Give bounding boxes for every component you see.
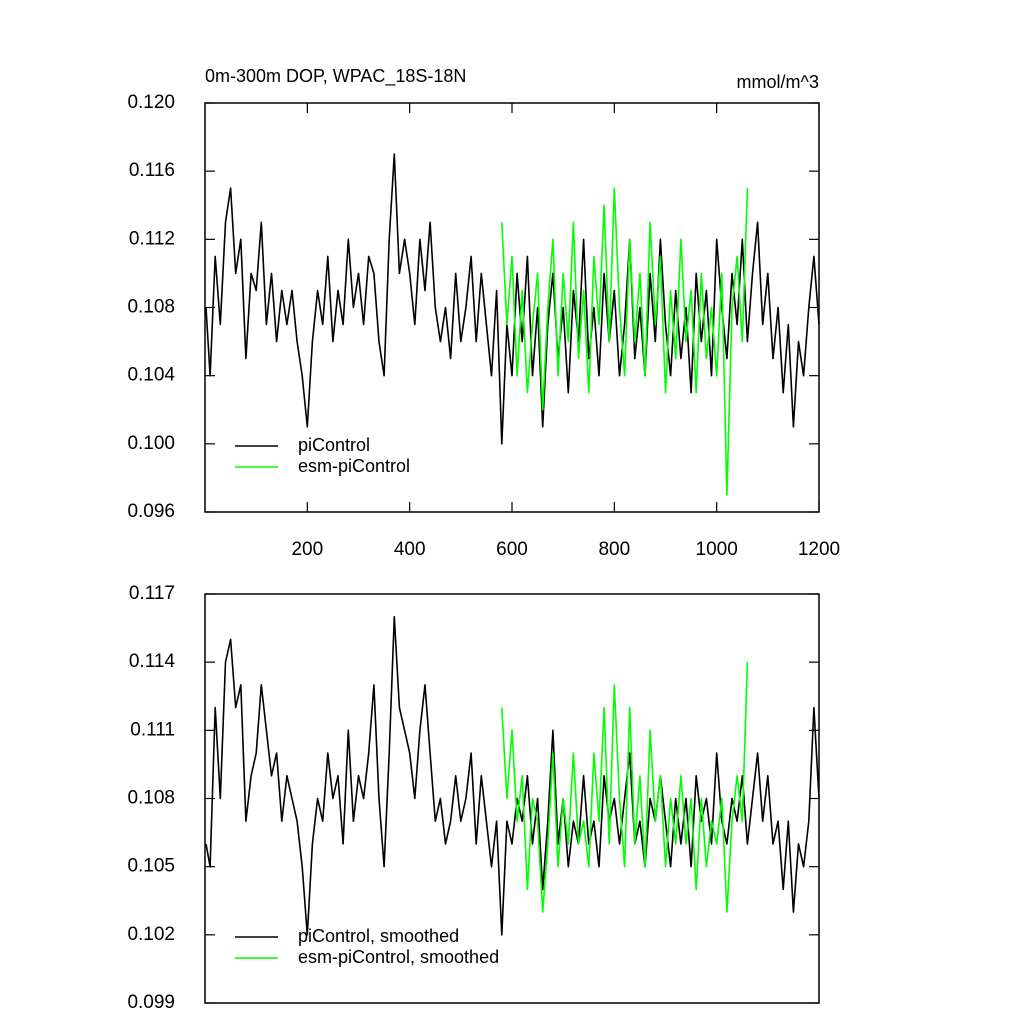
x-tick-label: 200 — [291, 539, 323, 560]
series-line — [205, 615, 820, 936]
y-tick-label: 0.117 — [129, 583, 175, 604]
y-tick-label: 0.099 — [127, 992, 175, 1013]
y-tick-label: 0.108 — [127, 788, 175, 809]
series-line — [501, 187, 749, 496]
y-tick-label: 0.104 — [127, 365, 175, 386]
units-label: mmol/m^3 — [737, 72, 819, 92]
y-tick-label: 0.120 — [127, 92, 175, 113]
legend-label: piControl — [298, 435, 370, 455]
x-tick-label: 800 — [598, 539, 630, 560]
y-tick-label: 0.111 — [130, 719, 175, 740]
legend-label: esm-piControl, smoothed — [298, 947, 499, 967]
x-tick-label: 1000 — [696, 539, 738, 560]
y-tick-label: 0.096 — [127, 501, 175, 522]
y-tick-label: 0.114 — [129, 651, 176, 672]
y-tick-label: 0.108 — [127, 297, 175, 318]
y-tick-label: 0.116 — [129, 160, 175, 181]
legend-label: piControl, smoothed — [298, 926, 459, 946]
series-line — [205, 153, 820, 445]
x-tick-label: 1200 — [798, 539, 840, 560]
y-tick-label: 0.100 — [127, 433, 175, 454]
y-tick-label: 0.112 — [129, 228, 175, 249]
y-tick-label: 0.102 — [127, 924, 175, 945]
legend-label: esm-piControl — [298, 456, 410, 476]
y-tick-label: 0.105 — [127, 856, 175, 877]
chart-title: 0m-300m DOP, WPAC_18S-18N — [205, 66, 466, 87]
x-tick-label: 400 — [394, 539, 426, 560]
series-line — [501, 662, 749, 913]
x-tick-label: 600 — [496, 539, 528, 560]
